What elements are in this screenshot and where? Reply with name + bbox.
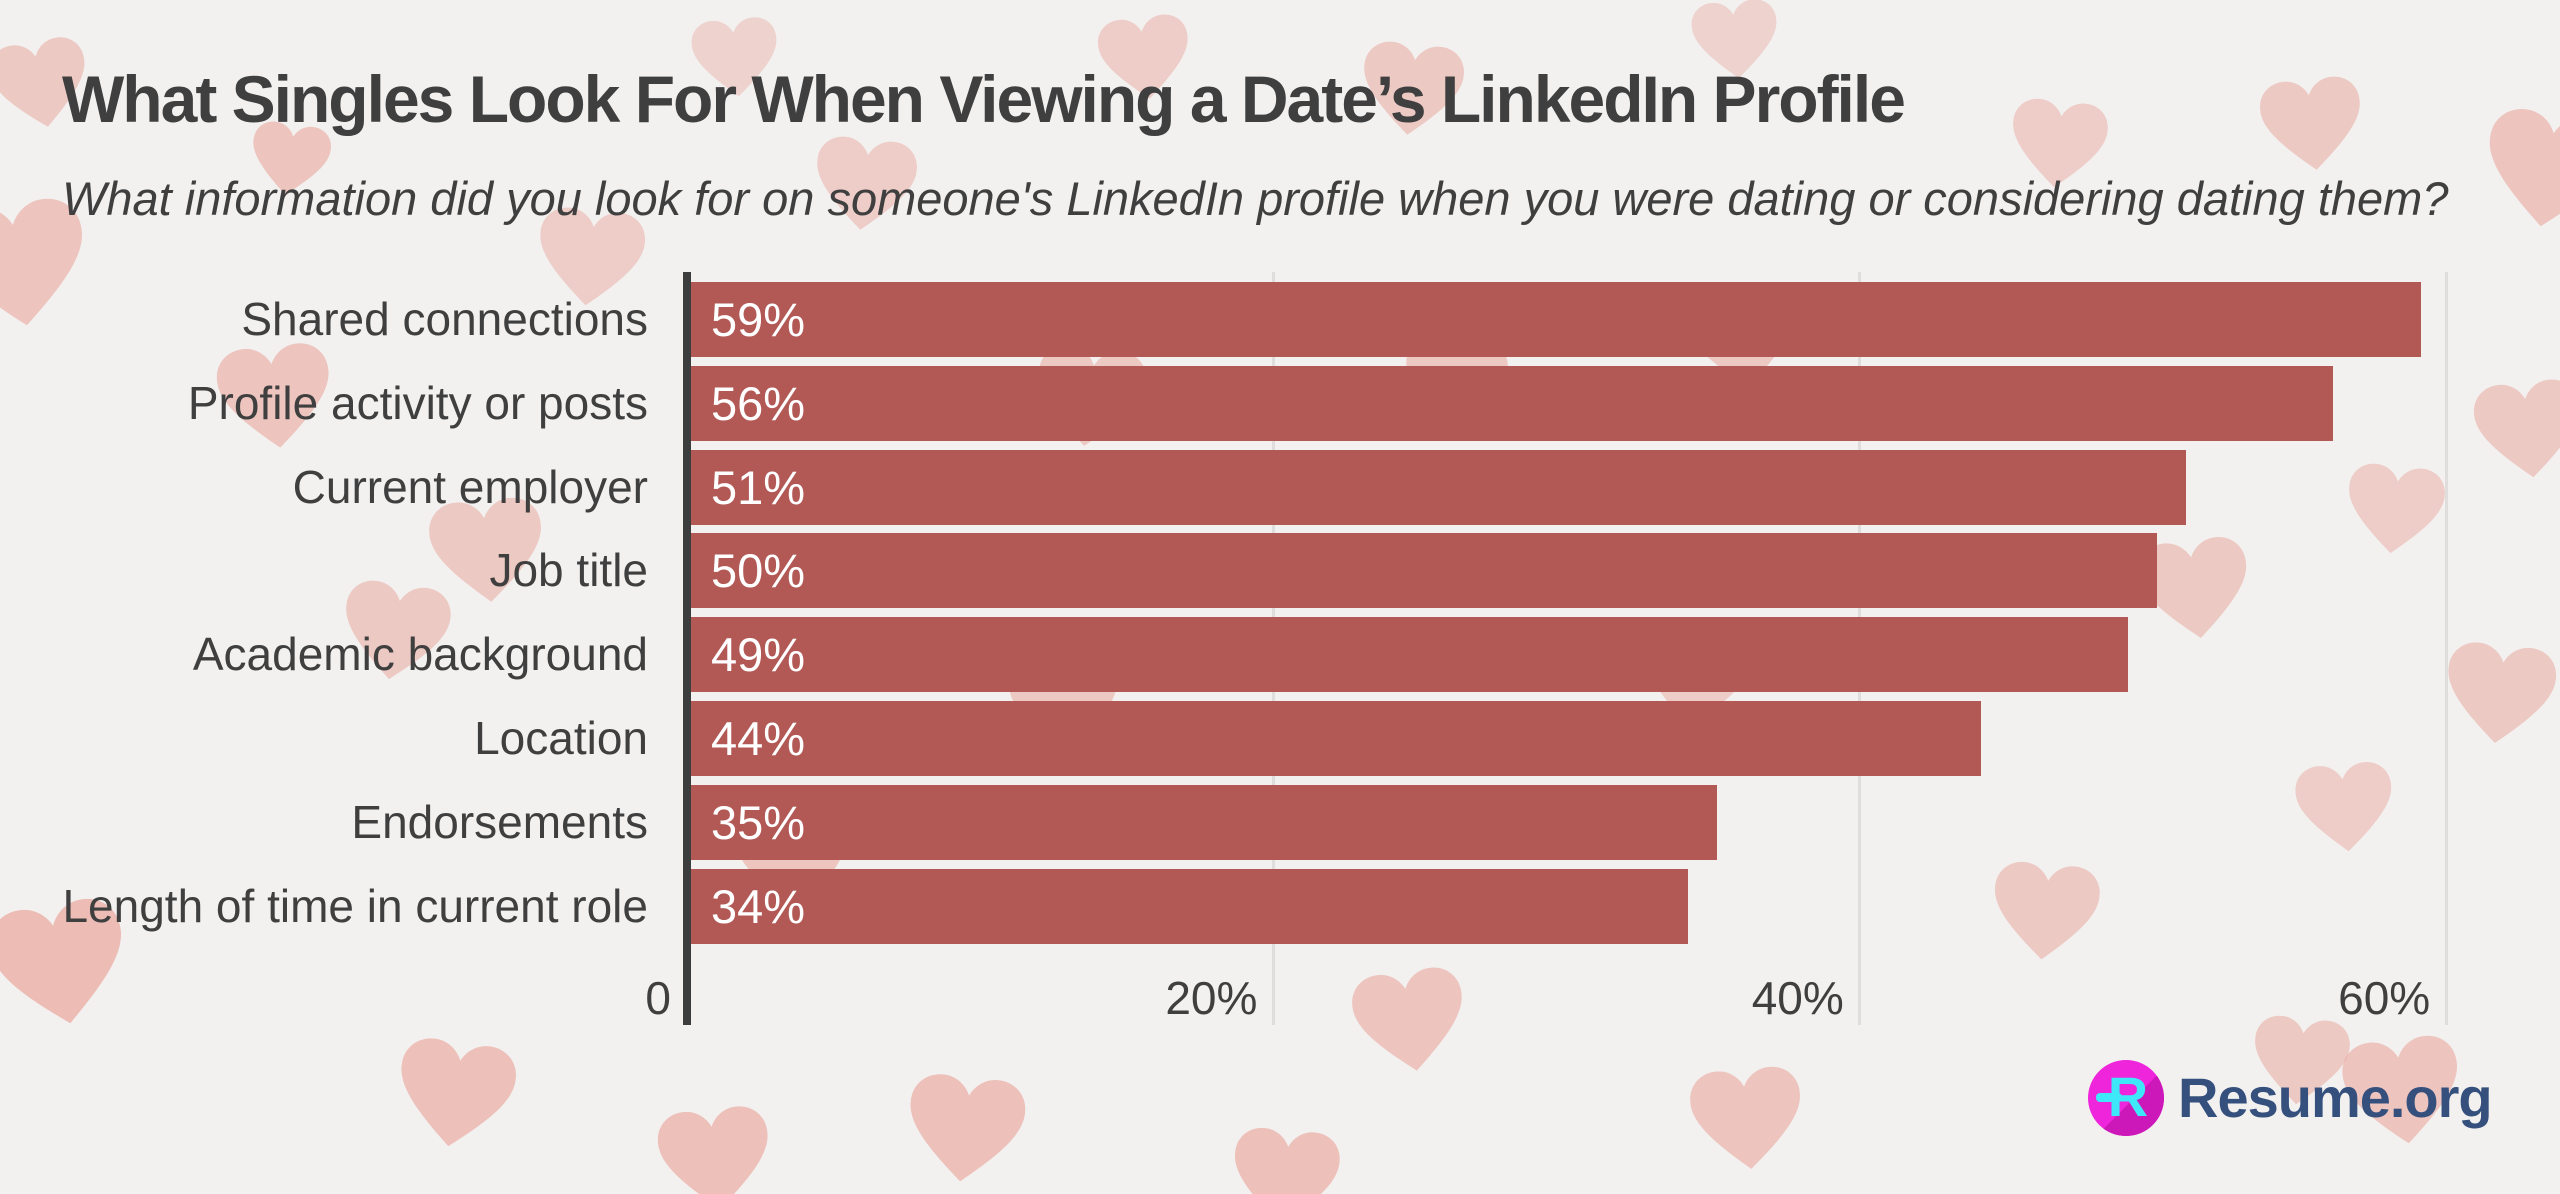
bar — [691, 450, 2186, 525]
chart-title: What Singles Look For When Viewing a Dat… — [62, 62, 1906, 136]
heart-icon — [2260, 76, 2360, 170]
heart-icon — [2448, 642, 2557, 744]
heart-icon — [1352, 967, 1462, 1071]
bar — [691, 533, 2157, 608]
chart-subtitle: What information did you look for on som… — [62, 172, 2449, 225]
heart-icon — [1234, 1127, 1340, 1194]
heart-icon — [400, 1038, 516, 1147]
bar — [691, 366, 2333, 441]
value-label: 50% — [711, 544, 806, 597]
category-label: Length of time in current role — [62, 880, 648, 932]
category-label: Current employer — [292, 461, 648, 513]
x-axis-tick-label: 20% — [1165, 972, 1258, 1024]
x-axis-tick-label: 60% — [2338, 972, 2431, 1024]
bar — [691, 701, 1981, 776]
value-label: 59% — [711, 293, 806, 346]
logo-letter-crossbar — [2096, 1093, 2122, 1102]
value-label: 51% — [711, 461, 806, 514]
x-axis-tick-label: 40% — [1751, 972, 1844, 1024]
category-label: Academic background — [192, 628, 648, 680]
category-label: Job title — [489, 544, 648, 596]
category-label: Shared connections — [241, 293, 648, 345]
category-label: Profile activity or posts — [187, 377, 648, 429]
value-label: 44% — [711, 712, 806, 765]
bar — [691, 785, 1717, 860]
heart-icon — [910, 1074, 1025, 1182]
bar — [691, 617, 2128, 692]
heart-icon — [657, 1106, 768, 1194]
bar — [691, 282, 2421, 357]
y-axis-line — [683, 272, 691, 1025]
value-label: 34% — [711, 880, 806, 933]
heart-icon — [2349, 463, 2445, 553]
resume-org-logo: R Resume.org — [2088, 1060, 2493, 1136]
category-label: Endorsements — [351, 796, 648, 848]
heart-icon — [2473, 379, 2560, 477]
value-label: 49% — [711, 628, 806, 681]
resume-org-logo-icon: R — [2088, 1060, 2164, 1136]
value-label: 56% — [711, 377, 806, 430]
bar — [691, 869, 1688, 944]
heart-icon — [2489, 108, 2560, 226]
value-label: 35% — [711, 796, 806, 849]
logo-text: Resume.org — [2178, 1066, 2493, 1129]
gridline — [2444, 272, 2448, 1025]
heart-icon — [1690, 1067, 1800, 1170]
category-label: Location — [474, 712, 648, 764]
heart-icon — [2295, 761, 2392, 852]
x-axis-tick-label: 0 — [645, 972, 671, 1024]
heart-icon — [1994, 861, 2100, 960]
